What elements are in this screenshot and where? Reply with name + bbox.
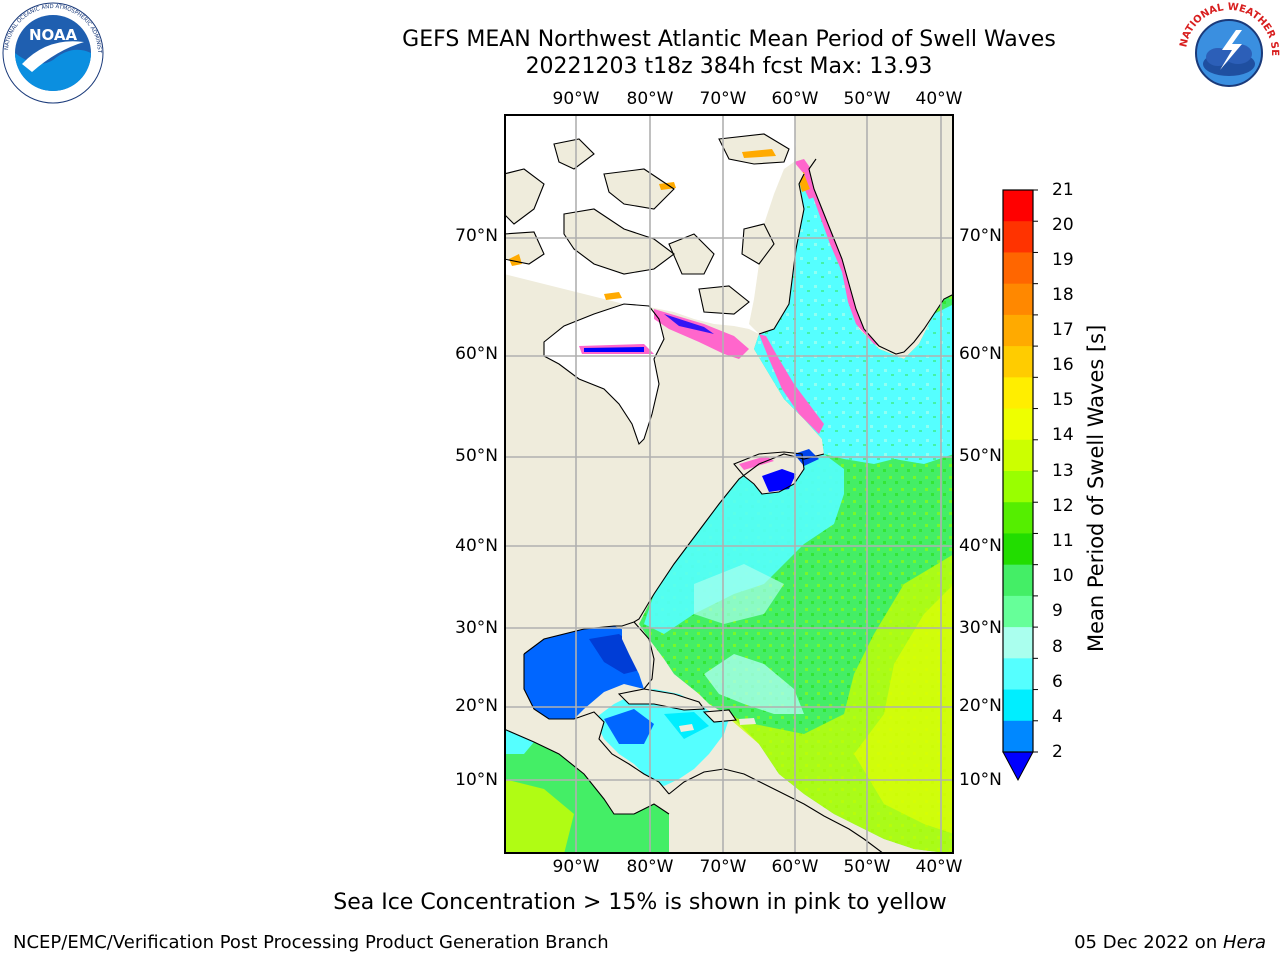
colorbar-band xyxy=(1003,283,1033,316)
colorbar-band xyxy=(1003,627,1033,659)
lat-label-right: 20°N xyxy=(959,696,1002,716)
florida xyxy=(622,622,654,689)
title-line-2: 20221203 t18z 384h fcst Max: 13.93 xyxy=(525,54,933,79)
colorbar-tick: 4 xyxy=(1052,707,1063,727)
footer-host: Hera xyxy=(1222,932,1266,953)
lon-label-bottom: 40°W xyxy=(915,857,963,877)
lon-label-bottom: 80°W xyxy=(626,857,674,877)
colorbar-tick: 21 xyxy=(1052,180,1074,200)
footer-left: NCEP/EMC/Verification Post Processing Pr… xyxy=(13,932,609,953)
colorbar-label: Mean Period of Swell Waves [s] xyxy=(1084,324,1108,652)
colorbar-tick: 11 xyxy=(1052,531,1074,551)
colorbar-svg xyxy=(1002,189,1038,782)
lat-label-left: 10°N xyxy=(455,770,498,790)
colorbar-tick: 8 xyxy=(1052,637,1063,657)
colorbar-tick: 9 xyxy=(1052,601,1063,621)
colorbar-tick: 17 xyxy=(1052,320,1074,340)
map-panel xyxy=(504,114,954,854)
noaa-logo: NOAA NATIONAL OCEANIC AND ATMOSPHERIC AD… xyxy=(0,0,104,104)
colorbar-tick: 6 xyxy=(1052,672,1063,692)
lat-label-right: 50°N xyxy=(959,446,1002,466)
colorbar-tick: 2 xyxy=(1052,742,1063,762)
map-svg xyxy=(504,114,954,854)
colorbar-band xyxy=(1003,252,1033,285)
colorbar-tick: 12 xyxy=(1052,496,1074,516)
colorbar-tick: 15 xyxy=(1052,390,1074,410)
lon-label-top: 50°W xyxy=(843,89,891,109)
cuba xyxy=(619,689,704,710)
colorbar-band xyxy=(1003,471,1033,503)
lat-label-left: 30°N xyxy=(455,618,498,638)
colorbar-band xyxy=(1003,689,1033,722)
lat-label-left: 20°N xyxy=(455,696,498,716)
lat-label-right: 70°N xyxy=(959,226,1002,246)
lat-label-right: 30°N xyxy=(959,618,1002,638)
hudson-bay-ice xyxy=(544,304,664,444)
lat-label-left: 60°N xyxy=(455,344,498,364)
colorbar-tick: 16 xyxy=(1052,355,1074,375)
central-america xyxy=(564,712,669,814)
nws-logo: NATIONAL WEATHER SERVICE xyxy=(1174,0,1280,104)
colorbar-band xyxy=(1003,595,1033,628)
lat-label-left: 70°N xyxy=(455,226,498,246)
lat-label-right: 60°N xyxy=(959,344,1002,364)
lon-label-bottom: 50°W xyxy=(843,857,891,877)
svg-text:NOAA: NOAA xyxy=(29,26,78,44)
coastlines xyxy=(504,133,954,854)
colorbar-tick: 14 xyxy=(1052,425,1074,445)
lon-label-top: 70°W xyxy=(699,89,747,109)
lat-label-right: 10°N xyxy=(959,770,1002,790)
lat-label-left: 40°N xyxy=(455,536,498,556)
colorbar-band xyxy=(1003,190,1033,222)
colorbar-band xyxy=(1003,221,1033,253)
colorbar-band xyxy=(1003,439,1033,472)
colorbar-extend-triangle xyxy=(1002,751,1034,782)
lon-label-bottom: 60°W xyxy=(771,857,819,877)
colorbar-tick: 20 xyxy=(1052,215,1074,235)
graticule xyxy=(504,114,954,854)
sea-ice-caption: Sea Ice Concentration > 15% is shown in … xyxy=(333,890,947,915)
colorbar-band xyxy=(1003,314,1033,347)
greenland xyxy=(809,114,954,354)
colorbar-tick: 19 xyxy=(1052,250,1074,270)
lon-label-bottom: 90°W xyxy=(552,857,600,877)
colorbar-tick: 13 xyxy=(1052,461,1074,481)
colorbar-band xyxy=(1003,377,1033,410)
lat-label-right: 40°N xyxy=(959,536,1002,556)
colorbar-band xyxy=(1003,658,1033,691)
colorbar-band xyxy=(1003,346,1033,378)
lon-label-top: 90°W xyxy=(552,89,600,109)
arctic-archipelago-ice xyxy=(504,114,804,334)
colorbar-band xyxy=(1003,408,1033,441)
lon-label-top: 60°W xyxy=(771,89,819,109)
colorbar xyxy=(998,186,1038,786)
title-line-1: GEFS MEAN Northwest Atlantic Mean Period… xyxy=(402,27,1056,52)
lon-label-top: 40°W xyxy=(915,89,963,109)
colorbar-band xyxy=(1003,502,1033,534)
colorbar-tick: 10 xyxy=(1052,566,1074,586)
map-frame xyxy=(504,114,954,854)
map-title: GEFS MEAN Northwest Atlantic Mean Period… xyxy=(0,0,1280,90)
lat-label-left: 50°N xyxy=(455,446,498,466)
colorbar-band xyxy=(1003,533,1033,566)
colorbar-tick: 18 xyxy=(1052,285,1074,305)
footer-date: 05 Dec 2022 on xyxy=(1074,932,1223,953)
colorbar-band xyxy=(1003,564,1033,597)
lon-label-bottom: 70°W xyxy=(699,857,747,877)
footer-right: 05 Dec 2022 on Hera xyxy=(1074,932,1266,953)
colorbar-band xyxy=(1003,720,1033,753)
lon-label-top: 80°W xyxy=(626,89,674,109)
